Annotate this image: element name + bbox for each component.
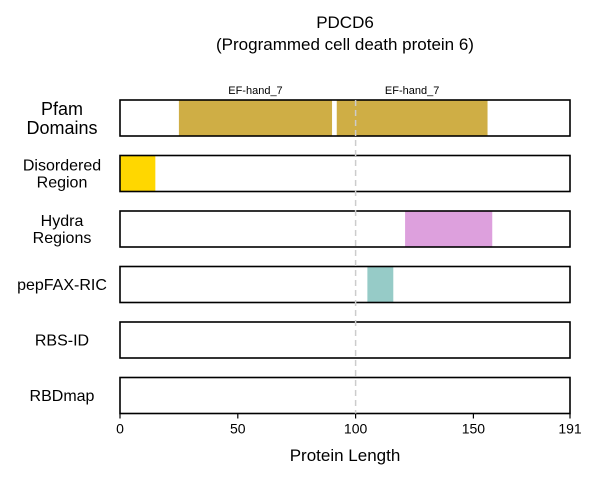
x-tick-label: 0 xyxy=(116,421,124,437)
track-frame xyxy=(119,265,571,304)
track-frame xyxy=(119,99,571,137)
chart-subtitle: (Programmed cell death protein 6) xyxy=(216,35,474,54)
x-axis-label: Protein Length xyxy=(290,446,401,465)
track-frame xyxy=(119,376,571,415)
domain-segment xyxy=(405,211,493,247)
domain-segment xyxy=(178,100,333,136)
track-label: Region xyxy=(37,175,88,192)
x-tick-label: 50 xyxy=(230,421,246,437)
track-frame xyxy=(119,210,571,248)
domain-segment-label: EF-hand_7 xyxy=(228,85,282,97)
domain-segment xyxy=(120,155,156,192)
track-label: pepFAX-RIC xyxy=(17,277,107,294)
chart-title: PDCD6 xyxy=(316,13,374,32)
track-frame xyxy=(119,321,571,359)
track-area: EF-hand_7 EF-hand_7PfamDomainsDisorderedR… xyxy=(17,85,571,415)
track-label: RBDmap xyxy=(30,388,95,405)
track-row: RBDmap xyxy=(30,376,571,415)
track-label: Hydra xyxy=(41,213,84,230)
track-label: RBS-ID xyxy=(35,333,89,350)
track-label: Domains xyxy=(26,118,97,138)
x-axis: 0 50 100 150 191 xyxy=(116,413,582,437)
x-tick-label: 150 xyxy=(462,421,486,437)
track-label: Regions xyxy=(33,230,92,247)
track-row: pepFAX-RIC xyxy=(17,265,571,304)
domain-segment-label: EF-hand_7 xyxy=(385,85,439,97)
domain-segment xyxy=(336,100,488,136)
x-tick-label: 191 xyxy=(558,421,582,437)
track-frame xyxy=(119,154,571,193)
x-tick-label: 100 xyxy=(344,421,368,437)
track-label: Pfam xyxy=(41,99,83,119)
domain-segment xyxy=(367,266,394,303)
track-row: RBS-ID xyxy=(35,321,571,359)
track-label: Disordered xyxy=(23,158,101,175)
